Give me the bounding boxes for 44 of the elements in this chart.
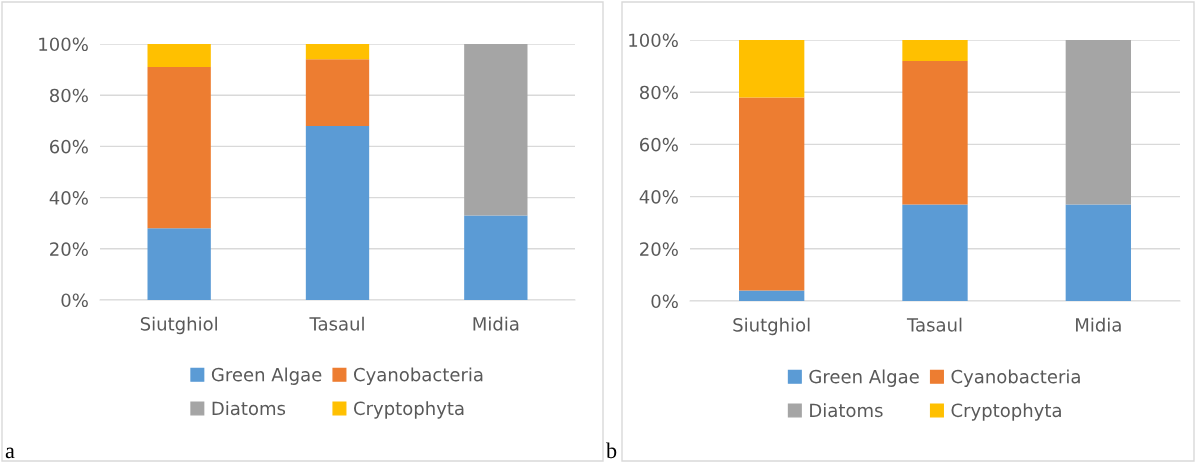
legend-label: Green Algae [809, 369, 919, 387]
y-tick-label: 0% [651, 294, 678, 309]
legend-label: Diatoms [810, 403, 883, 418]
legend-label: Diatoms [212, 401, 286, 416]
y-tick-label: 20% [50, 242, 88, 256]
legend-label: Cryptophyta [354, 401, 464, 419]
bar [305, 59, 370, 126]
legend-label: Cyanobacteria [354, 367, 483, 385]
bar [902, 60, 968, 205]
bar [902, 204, 968, 301]
bar [1065, 40, 1131, 205]
x-tick-label: Midia [473, 316, 519, 331]
y-tick-label: 0% [61, 293, 88, 308]
legend-label: Green Algae [211, 367, 322, 385]
y-tick-label: 40% [639, 190, 678, 204]
bar [1065, 204, 1131, 301]
legend-label: Cyanobacteria [951, 369, 1080, 387]
text: b [606, 442, 617, 459]
x-tick-label: Siutghiol [733, 317, 810, 336]
x-tick-label: Siutghiol [140, 316, 217, 335]
bar [147, 67, 211, 229]
y-tick-label: 40% [49, 191, 88, 205]
bar [147, 228, 211, 300]
bar [464, 215, 528, 300]
x-tick-label: Midia [1076, 317, 1121, 332]
y-tick-label: 60% [50, 139, 88, 154]
y-tick-label: 60% [640, 137, 678, 152]
bar [147, 44, 211, 68]
y-tick-label: 20% [640, 242, 678, 256]
legend-label: Cryptophyta [951, 403, 1061, 421]
bar [464, 44, 528, 216]
x-tick-label: Tasaul [906, 317, 962, 332]
y-tick-label: 80% [49, 88, 88, 103]
text: a [5, 447, 15, 459]
bar [739, 97, 805, 291]
y-tick-label: 80% [639, 85, 678, 100]
x-tick-label: Tasaul [309, 316, 364, 331]
bar [305, 44, 370, 60]
bar [902, 40, 968, 61]
bar [739, 290, 805, 301]
bar [305, 125, 370, 300]
y-tick-label: 100% [39, 37, 88, 52]
bar [739, 40, 805, 98]
y-tick-label: 100% [629, 33, 678, 48]
